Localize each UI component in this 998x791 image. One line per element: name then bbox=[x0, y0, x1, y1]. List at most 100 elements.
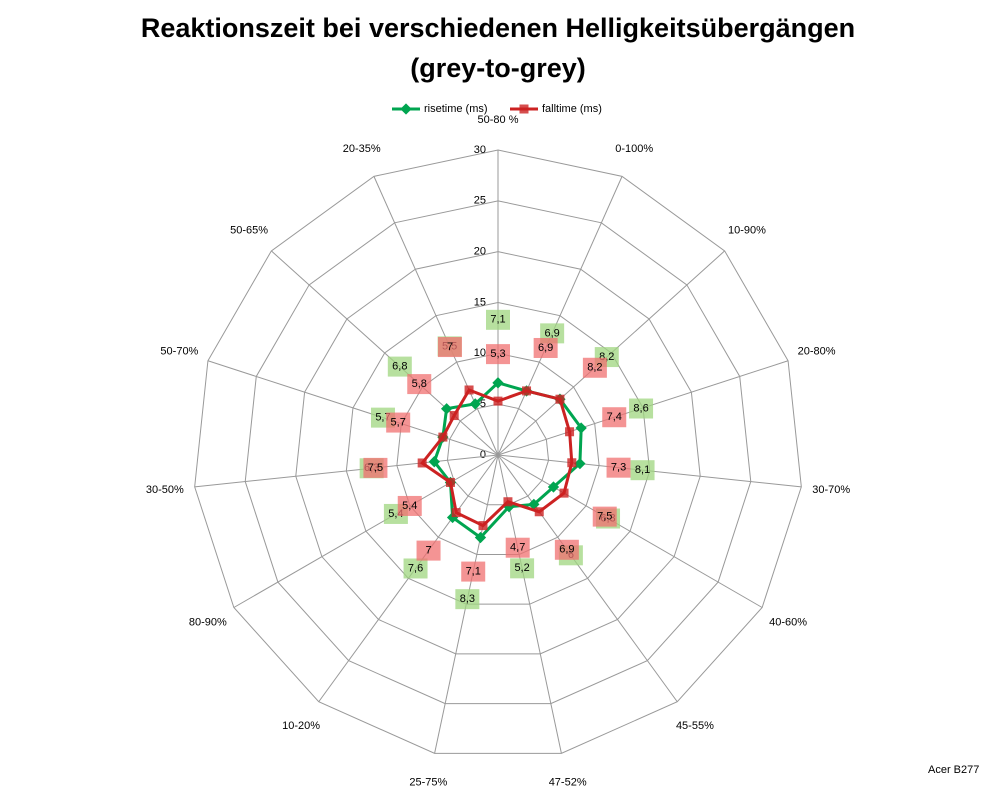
spoke bbox=[497, 454, 763, 608]
data-label-bg bbox=[416, 540, 441, 561]
r-tick-label: 25 bbox=[474, 195, 486, 207]
legend-label: falltime (ms) bbox=[542, 103, 602, 115]
category-label: 20-35% bbox=[343, 143, 381, 155]
chart-title: Reaktionszeit bei verschiedenen Helligke… bbox=[141, 13, 855, 43]
r-tick-label: 0 bbox=[480, 449, 486, 461]
spoke bbox=[271, 250, 499, 456]
data-label-bg bbox=[363, 457, 388, 478]
data-label: 5,3 bbox=[490, 348, 505, 360]
data-label: 4,7 bbox=[510, 542, 525, 554]
data-label: 7 bbox=[447, 341, 453, 353]
data-label: 6,9 bbox=[538, 342, 553, 354]
data-label: 6,9 bbox=[545, 327, 560, 339]
category-label: 47-52% bbox=[549, 777, 587, 786]
marker bbox=[555, 394, 565, 404]
data-label: 7,1 bbox=[490, 314, 505, 326]
spoke bbox=[207, 360, 499, 456]
data-label-bg bbox=[486, 309, 510, 330]
series-line bbox=[420, 388, 574, 528]
chart-title: (grey-to-grey) bbox=[410, 53, 586, 83]
grid-ring bbox=[446, 403, 550, 506]
category-label: 30-70% bbox=[812, 484, 850, 496]
data-label-bg bbox=[455, 589, 480, 610]
data-label-bg bbox=[403, 558, 428, 579]
data-label: 7 bbox=[425, 545, 431, 557]
r-tick-label: 10 bbox=[474, 347, 486, 359]
data-label: 7,3 bbox=[611, 462, 626, 474]
category-label: 40-60% bbox=[769, 616, 807, 628]
marker bbox=[559, 488, 569, 498]
marker bbox=[474, 531, 487, 544]
r-tick-label: 20 bbox=[474, 246, 486, 258]
category-label: 25-75% bbox=[409, 777, 447, 786]
data-label-bg bbox=[510, 558, 535, 579]
grid-ring bbox=[396, 352, 600, 555]
marker bbox=[464, 385, 474, 395]
marker bbox=[528, 498, 540, 511]
data-label: 5,2 bbox=[514, 562, 529, 574]
grid-ring bbox=[295, 251, 701, 655]
grid-ring bbox=[345, 301, 651, 605]
marker bbox=[469, 398, 481, 410]
data-label-bg bbox=[437, 337, 462, 358]
data-label-bg bbox=[407, 374, 432, 395]
spoke bbox=[194, 454, 499, 488]
marker bbox=[428, 456, 440, 468]
marker bbox=[417, 458, 427, 468]
r-tick-label: 15 bbox=[474, 296, 486, 308]
marker bbox=[438, 432, 448, 442]
data-label: 7,5 bbox=[597, 511, 612, 523]
marker bbox=[534, 507, 544, 517]
legend-marker bbox=[519, 104, 529, 114]
data-label: 8,1 bbox=[635, 464, 650, 476]
spoke bbox=[373, 176, 499, 456]
data-label: 7,4 bbox=[607, 411, 622, 423]
category-label: 45-55% bbox=[676, 720, 714, 732]
category-label: 10-90% bbox=[728, 225, 766, 237]
marker bbox=[451, 508, 461, 518]
category-label: 0-100% bbox=[615, 143, 653, 155]
data-label: 7,5 bbox=[368, 462, 383, 474]
marker bbox=[445, 477, 455, 487]
data-label-bg bbox=[582, 357, 607, 378]
category-label: 50-65% bbox=[230, 225, 268, 237]
data-label: 7,6 bbox=[408, 562, 423, 574]
data-label-bg bbox=[533, 337, 558, 358]
legend-label: risetime (ms) bbox=[424, 103, 488, 115]
r-tick-label: 30 bbox=[474, 144, 486, 156]
data-label: 6,8 bbox=[392, 360, 407, 372]
marker bbox=[547, 481, 560, 493]
data-label: 8,3 bbox=[460, 593, 475, 605]
data-label-bg bbox=[606, 457, 631, 478]
grid-ring bbox=[244, 200, 752, 705]
data-label: 8,6 bbox=[633, 402, 648, 414]
r-tick-label: 5 bbox=[480, 398, 486, 410]
data-label-bg bbox=[630, 460, 655, 481]
data-label-bg bbox=[554, 539, 579, 560]
data-label-bg bbox=[387, 356, 412, 377]
category-label: 80-90% bbox=[189, 616, 227, 628]
grid-ring bbox=[194, 149, 802, 754]
marker bbox=[478, 521, 488, 531]
data-label: 5,8 bbox=[412, 378, 427, 390]
marker bbox=[503, 497, 513, 507]
data-label: 8,2 bbox=[587, 362, 602, 374]
category-label: 50-70% bbox=[160, 345, 198, 357]
marker bbox=[440, 403, 453, 415]
category-label: 50-80 % bbox=[478, 114, 519, 126]
data-label-bg bbox=[397, 495, 422, 516]
data-label-bg bbox=[505, 537, 530, 558]
footer: Acer B277 bbox=[928, 764, 979, 776]
spoke bbox=[497, 176, 623, 456]
category-label: 10-20% bbox=[282, 720, 320, 732]
data-label: 5,4 bbox=[402, 500, 417, 512]
data-label-bg bbox=[592, 506, 617, 527]
marker bbox=[565, 427, 575, 437]
data-label-bg bbox=[602, 407, 627, 428]
marker bbox=[449, 411, 459, 421]
series-line bbox=[432, 381, 583, 540]
marker bbox=[574, 457, 586, 470]
data-label-bg bbox=[386, 412, 411, 433]
